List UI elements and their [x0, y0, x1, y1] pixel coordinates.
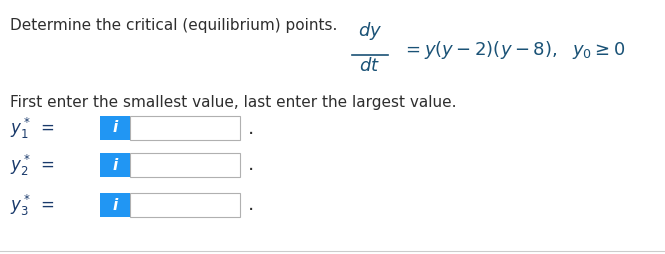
- FancyBboxPatch shape: [100, 193, 130, 217]
- Text: .: .: [248, 119, 254, 137]
- Text: $y_3^*\ =$: $y_3^*\ =$: [10, 193, 55, 217]
- FancyBboxPatch shape: [100, 116, 130, 140]
- FancyBboxPatch shape: [130, 153, 240, 177]
- Text: First enter the smallest value, last enter the largest value.: First enter the smallest value, last ent…: [10, 95, 456, 110]
- Text: $y_1^*\ =$: $y_1^*\ =$: [10, 116, 55, 140]
- Text: Determine the critical (equilibrium) points.: Determine the critical (equilibrium) poi…: [10, 18, 337, 33]
- Text: .: .: [248, 196, 254, 214]
- Text: $\mathit{dy}$: $\mathit{dy}$: [358, 20, 382, 42]
- Text: i: i: [112, 157, 118, 172]
- Text: $= y(y-2)(y-8), \ \ y_0 \geq 0$: $= y(y-2)(y-8), \ \ y_0 \geq 0$: [402, 39, 626, 61]
- Text: .: .: [248, 155, 254, 174]
- FancyBboxPatch shape: [100, 153, 130, 177]
- Text: $y_2^*\ =$: $y_2^*\ =$: [10, 152, 55, 178]
- Text: i: i: [112, 120, 118, 135]
- FancyBboxPatch shape: [130, 193, 240, 217]
- Text: i: i: [112, 198, 118, 213]
- FancyBboxPatch shape: [130, 116, 240, 140]
- Text: $\mathit{dt}$: $\mathit{dt}$: [360, 57, 380, 75]
